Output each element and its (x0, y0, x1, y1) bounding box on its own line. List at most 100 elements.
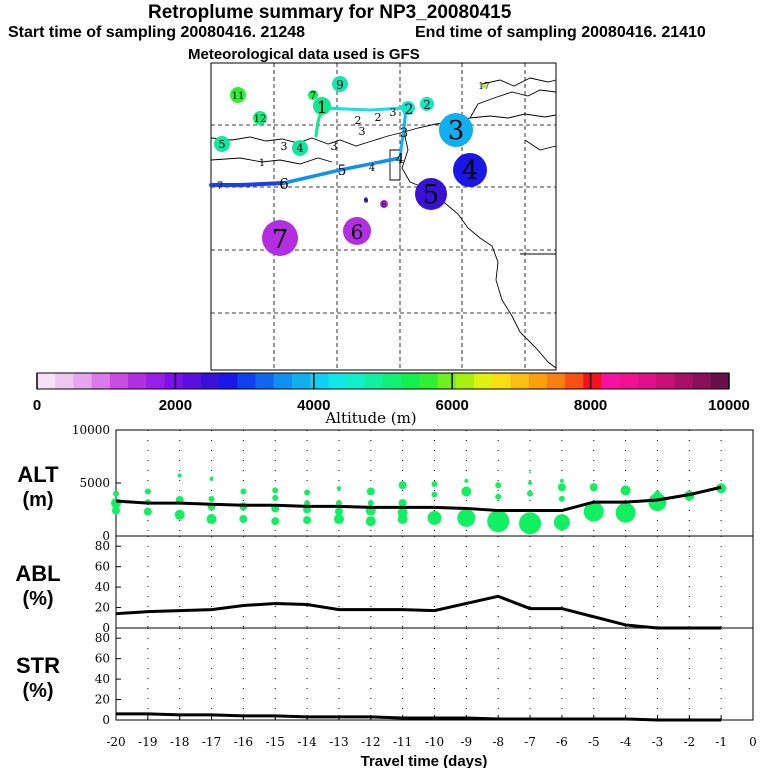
altitude-point (112, 506, 120, 515)
plain-label: 3 (400, 126, 408, 141)
plain-label: 5 (338, 163, 347, 179)
day-3-marker (439, 113, 473, 147)
day-label-9: 9 (336, 78, 344, 92)
colorbar-swatch (200, 373, 220, 389)
altitude-point (336, 486, 341, 491)
x-tick-label: -7 (524, 735, 536, 749)
day-label-2: 2 (405, 102, 414, 118)
altitude-point (333, 514, 344, 525)
altitude-point (144, 488, 151, 495)
day-6b-marker (380, 200, 388, 208)
colorbar-swatch (182, 373, 202, 389)
altitude-point (457, 508, 476, 527)
x-tick-label: -2 (683, 735, 695, 749)
day-11-marker (230, 87, 246, 103)
str-line (116, 712, 722, 722)
day-2-marker (401, 101, 415, 115)
colorbar-swatch (383, 373, 402, 389)
colorbar-tick-label: 2000 (159, 397, 192, 414)
altitude-point (365, 516, 376, 527)
colorbar-swatch (437, 373, 457, 389)
y-tick-label: 5000 (79, 476, 110, 490)
altitude-point (366, 487, 375, 496)
colorbar-swatch (619, 373, 639, 389)
altitude-point (209, 476, 214, 481)
altitude-point (487, 510, 510, 533)
panel-str: 0 20 40 60 80 STR(%) (16, 627, 754, 727)
colorbar-swatch (401, 373, 420, 389)
y-tick-label: 80 (95, 631, 110, 645)
altitude-point (557, 483, 566, 492)
end-time-label: End time of sampling 20080416. 21410 (415, 24, 706, 41)
altitude-point (398, 481, 407, 490)
colorbar-swatch (583, 373, 603, 389)
x-tick-label: -1 (715, 735, 727, 749)
y-tick-label: 40 (95, 672, 110, 686)
x-tick-label: -8 (492, 735, 504, 749)
altitude-point (304, 500, 311, 507)
colorbar-swatch (237, 373, 257, 389)
colorbar-swatch (310, 373, 329, 389)
colorbar-swatch (474, 373, 493, 389)
x-tick-label: -11 (393, 735, 412, 749)
x-tick-label: -13 (329, 735, 348, 749)
x-tick-label: -12 (361, 735, 380, 749)
trajectory-day-markers (214, 76, 487, 256)
x-axis-label: Travel time (days) (361, 753, 488, 768)
day-6-marker (343, 217, 371, 245)
altitude-point (272, 494, 279, 501)
colorbar-swatch (656, 373, 675, 389)
day-5-marker (415, 178, 447, 210)
panel-label-abl: ABL (15, 561, 60, 586)
day-2b-marker (420, 97, 434, 111)
day-label-4: 4 (462, 156, 479, 186)
x-tick-label: -3 (652, 735, 664, 749)
day-label-1: 1 (317, 98, 328, 118)
colorbar-swatch (291, 373, 311, 389)
altitude-point (583, 501, 604, 522)
x-tick-label: -6 (556, 735, 568, 749)
plain-label: 3 (359, 125, 366, 138)
colorbar-swatch (364, 373, 384, 389)
panel-label-str: STR (16, 653, 60, 678)
abl-line (115, 594, 722, 630)
altitude-point (558, 495, 565, 502)
trajectory-segment (209, 181, 286, 187)
colorbar-swatch (546, 373, 566, 389)
panel-alt: 0 5000 10000 ALT(m) (17, 423, 754, 543)
colorbar-swatch (637, 373, 657, 389)
chart-title: Retroplume summary for NP3_20080415 (148, 2, 512, 23)
day-label-3: 3 (448, 116, 465, 146)
x-tick-label: -17 (202, 735, 221, 749)
colorbar-swatch (128, 373, 147, 389)
day-17-marker (482, 84, 486, 88)
altitude-point (495, 493, 502, 500)
altitude-point (519, 512, 542, 535)
met-data-label: Meteorological data used is GFS (188, 46, 420, 63)
colorbar-swatch (510, 373, 530, 389)
altitude-point (303, 516, 312, 525)
day-4-marker (453, 153, 487, 187)
colorbar-swatch (455, 373, 475, 389)
colorbar-tick-label: 0 (33, 397, 41, 414)
altitude-colorbar: 0 2000 4000 6000 8000 10000 (33, 372, 750, 414)
altitude-point (528, 481, 533, 485)
day-label-4b: 4 (297, 142, 304, 155)
altitude-point (398, 499, 407, 508)
plain-label: 4 (369, 163, 375, 174)
day-label-2b: 2 (423, 98, 431, 112)
plain-label: 4 (396, 152, 404, 167)
altitude-point (174, 509, 185, 520)
altitude-point (495, 482, 502, 489)
altitude-point (177, 473, 182, 478)
trajectory-segment (320, 106, 408, 112)
colorbar-swatch (565, 373, 584, 389)
day-label-5b: 5 (219, 138, 226, 151)
altitude-point (461, 486, 472, 497)
x-tick-label: -4 (620, 735, 632, 749)
colorbar-swatch (55, 373, 74, 389)
y-tick-label: 20 (95, 693, 110, 707)
trajectory-segment (398, 106, 408, 160)
day-9-marker (332, 76, 348, 92)
day-label-11: 11 (232, 91, 245, 102)
